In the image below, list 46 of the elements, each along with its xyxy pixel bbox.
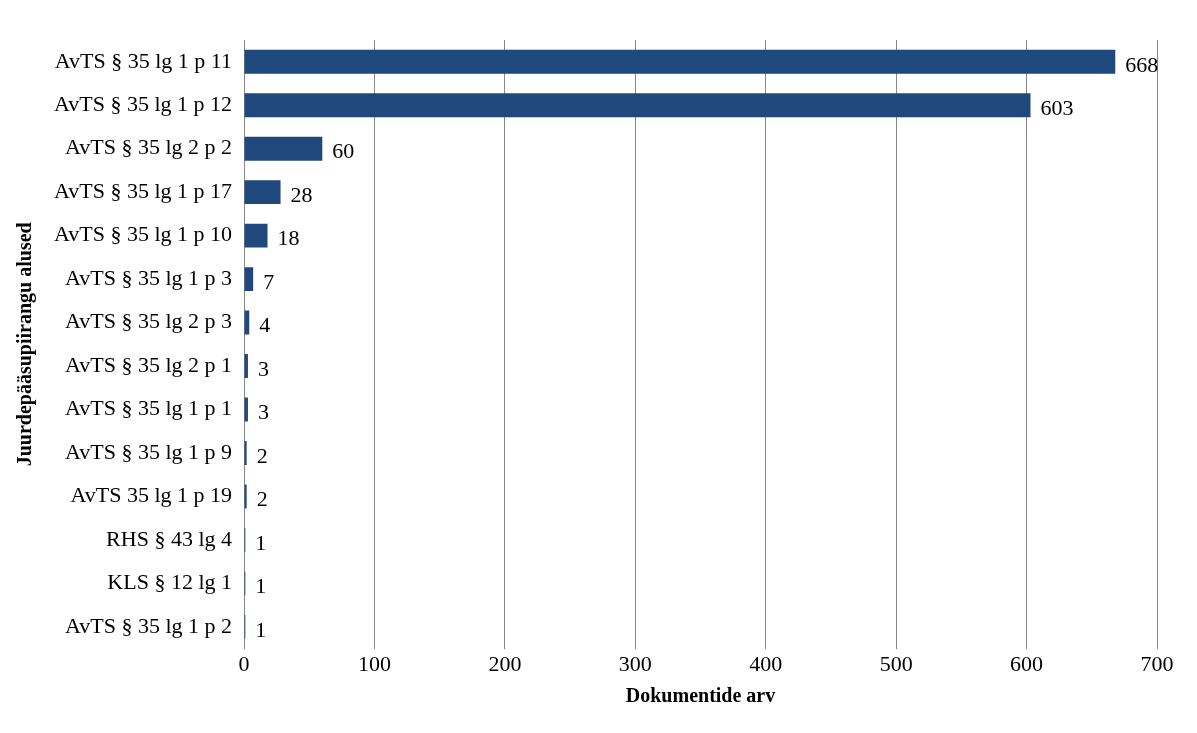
data-label: 18	[277, 225, 300, 251]
x-tick-label: 600	[1010, 650, 1044, 676]
y-tick-label: AvTS § 35 lg 1 p 12	[53, 90, 233, 116]
data-label: 668	[1125, 51, 1159, 77]
data-label: 603	[1040, 94, 1074, 120]
data-label: 4	[259, 312, 271, 338]
y-tick-label: AvTS § 35 lg 2 p 2	[64, 134, 233, 160]
y-tick-label: RHS § 43 lg 4	[106, 525, 233, 551]
data-label: 1	[255, 529, 267, 555]
bar	[244, 93, 1031, 118]
x-tick-label: 200	[488, 650, 522, 676]
x-tick-label: 700	[1140, 650, 1174, 676]
y-tick-label: AvTS § 35 lg 1 p 9	[64, 438, 233, 464]
y-tick-label: AvTS 35 lg 1 p 19	[70, 482, 233, 508]
bar	[244, 136, 323, 161]
bar	[244, 441, 247, 465]
y-tick-label: AvTS § 35 lg 1 p 17	[53, 177, 233, 203]
data-label: 1	[255, 573, 267, 599]
data-label: 2	[256, 442, 268, 468]
y-tick-label: AvTS § 35 lg 1 p 10	[53, 221, 233, 247]
data-label: 7	[263, 268, 275, 294]
y-tick-label: AvTS § 35 lg 2 p 1	[64, 351, 233, 377]
x-tick-label: 300	[618, 650, 652, 676]
y-tick-label: AvTS § 35 lg 2 p 3	[64, 308, 233, 334]
data-label: 3	[257, 399, 269, 425]
data-label: 28	[290, 181, 313, 207]
bar	[244, 180, 281, 205]
y-tick-label: AvTS § 35 lg 1 p 3	[64, 264, 233, 290]
data-label: 1	[255, 616, 267, 642]
y-tick-label: AvTS § 35 lg 1 p 11	[54, 47, 233, 73]
x-tick-label: 100	[357, 650, 391, 676]
x-tick-label: 0	[238, 650, 250, 676]
bar	[244, 223, 268, 248]
bar	[244, 49, 1116, 74]
data-label: 3	[257, 355, 269, 381]
x-tick-label: 400	[749, 650, 783, 676]
x-tick-label: 500	[879, 650, 913, 676]
y-tick-label: KLS § 12 lg 1	[107, 569, 233, 595]
y-tick-label: AvTS § 35 lg 1 p 1	[64, 395, 233, 421]
y-axis-title: Juurdepääsupiirangu alused	[13, 222, 37, 467]
bar	[244, 267, 254, 292]
bar	[244, 484, 247, 509]
y-tick-label: AvTS § 35 lg 1 p 2	[64, 612, 233, 638]
data-label: 2	[256, 486, 268, 512]
data-label: 60	[332, 138, 355, 164]
x-axis-title: Dokumentide arv	[625, 684, 776, 707]
